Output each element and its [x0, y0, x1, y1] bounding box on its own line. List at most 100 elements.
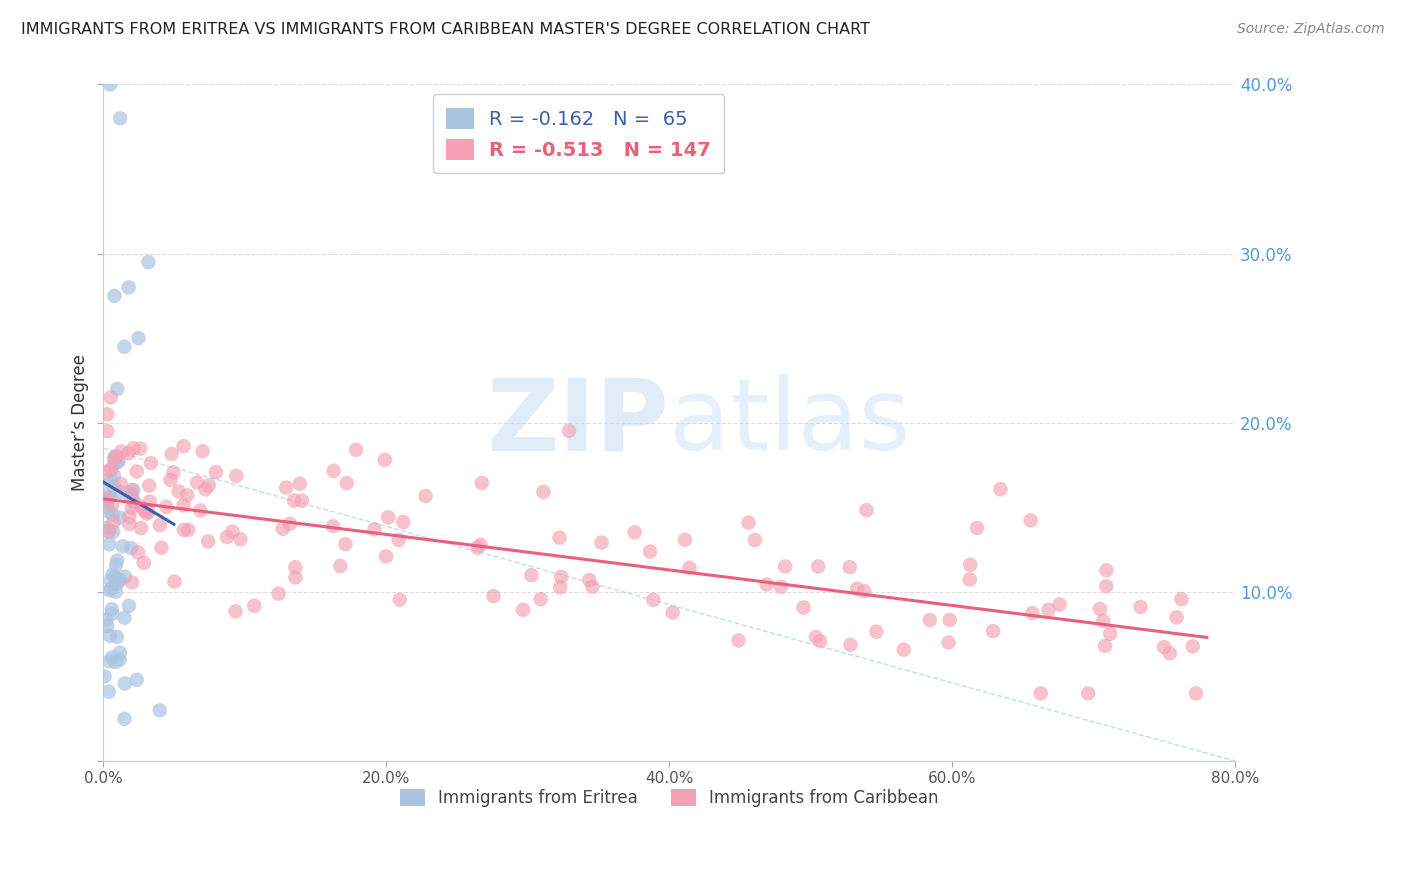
Text: IMMIGRANTS FROM ERITREA VS IMMIGRANTS FROM CARIBBEAN MASTER'S DEGREE CORRELATION: IMMIGRANTS FROM ERITREA VS IMMIGRANTS FR… [21, 22, 870, 37]
Point [100, 390, 122, 404]
Point [377, 510, 399, 524]
Point [548, 580, 571, 594]
Point [122, 483, 145, 498]
Point [755, 577, 778, 591]
Point [104, 558, 127, 573]
Point [122, 442, 145, 456]
Point [98, 537, 121, 551]
Point [661, 606, 683, 620]
Point [177, 523, 200, 537]
Point [121, 487, 143, 501]
Point [125, 673, 148, 687]
Point [120, 491, 142, 505]
Point [1019, 513, 1042, 527]
Point [737, 516, 759, 530]
Point [808, 634, 831, 648]
Point [392, 515, 415, 529]
Point [188, 503, 211, 517]
Point [638, 544, 661, 558]
Point [105, 553, 128, 567]
Point [1181, 640, 1204, 654]
Point [243, 599, 266, 613]
Point [530, 592, 553, 607]
Point [111, 539, 134, 553]
Point [97, 684, 120, 698]
Point [959, 573, 981, 587]
Point [388, 592, 411, 607]
Point [105, 450, 128, 464]
Point [163, 574, 186, 589]
Point [98, 654, 121, 668]
Point [121, 483, 143, 497]
Point [108, 646, 131, 660]
Point [104, 584, 127, 599]
Point [727, 633, 749, 648]
Point [673, 533, 696, 547]
Point [284, 570, 307, 584]
Point [966, 521, 988, 535]
Point [136, 505, 159, 519]
Point [150, 541, 173, 555]
Point [838, 560, 860, 574]
Point [205, 465, 228, 479]
Point [336, 476, 359, 491]
Point [846, 582, 869, 596]
Point [1094, 639, 1116, 653]
Point [415, 489, 437, 503]
Point [101, 602, 124, 616]
Point [1049, 598, 1071, 612]
Point [110, 573, 132, 587]
Point [103, 289, 125, 303]
Point [162, 466, 184, 480]
Point [194, 483, 217, 497]
Point [167, 484, 190, 499]
Point [1095, 563, 1118, 577]
Point [1095, 579, 1118, 593]
Point [104, 450, 127, 464]
Point [388, 533, 411, 547]
Point [173, 523, 195, 537]
Point [893, 642, 915, 657]
Point [865, 624, 887, 639]
Point [533, 485, 555, 500]
Point [112, 712, 135, 726]
Point [108, 510, 131, 524]
Point [520, 568, 543, 582]
Point [1166, 610, 1188, 624]
Point [120, 541, 142, 555]
Point [173, 499, 195, 513]
Point [96, 613, 118, 627]
Point [291, 493, 314, 508]
Point [322, 464, 344, 478]
Point [229, 533, 252, 547]
Point [512, 603, 534, 617]
Point [225, 604, 247, 618]
Point [110, 477, 132, 491]
Point [101, 607, 124, 621]
Point [96, 407, 118, 421]
Point [149, 703, 172, 717]
Point [108, 485, 131, 500]
Point [110, 444, 132, 458]
Point [100, 582, 122, 596]
Point [103, 456, 125, 470]
Point [792, 600, 814, 615]
Point [105, 455, 128, 469]
Point [134, 503, 156, 517]
Point [1077, 686, 1099, 700]
Point [98, 583, 121, 598]
Point [578, 573, 600, 587]
Point [678, 561, 700, 575]
Point [221, 524, 243, 539]
Point [176, 488, 198, 502]
Point [623, 525, 645, 540]
Point [103, 570, 125, 584]
Point [581, 580, 603, 594]
Point [990, 482, 1012, 496]
Point [467, 541, 489, 555]
Point [121, 575, 143, 590]
Point [1038, 603, 1060, 617]
Legend: Immigrants from Eritrea, Immigrants from Caribbean: Immigrants from Eritrea, Immigrants from… [392, 782, 945, 814]
Point [105, 382, 128, 396]
Point [1129, 599, 1152, 614]
